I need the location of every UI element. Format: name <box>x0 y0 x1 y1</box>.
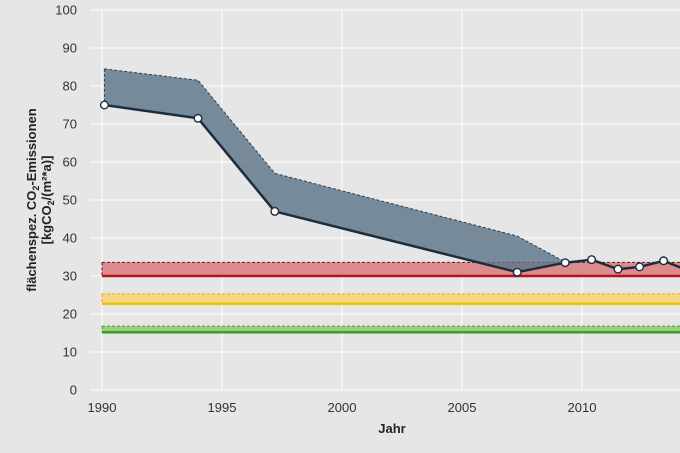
x-tick-label: 1990 <box>88 400 117 415</box>
data-point <box>270 206 280 216</box>
svg-text:flächenspez. CO2-Emissionen: flächenspez. CO2-Emissionen <box>24 108 41 292</box>
y-tick-label: 50 <box>63 193 77 208</box>
y-tick-label: 90 <box>63 41 77 56</box>
svg-text:[kgCO2/(m²*a)]: [kgCO2/(m²*a)] <box>39 156 56 245</box>
y-tick-label: 30 <box>63 269 77 284</box>
x-tick-label: 2005 <box>448 400 477 415</box>
x-tick-labels: 1990 1995 2000 2005 2010 <box>88 400 597 415</box>
data-point <box>635 262 645 272</box>
y-axis-title-line1-sub: 2 <box>31 186 41 191</box>
series-lines <box>104 103 680 274</box>
y-axis-title: flächenspez. CO2-Emissionen [kgCO2/(m²*a… <box>24 108 56 292</box>
measured-line <box>104 103 680 274</box>
x-tick-label: 2010 <box>568 400 597 415</box>
emissions-range-area <box>103 68 571 273</box>
y-tick-label: 10 <box>63 345 77 360</box>
y-axis-title-line1-post: -Emissionen <box>24 108 39 185</box>
x-tick-label: 2000 <box>328 400 357 415</box>
range-area <box>104 68 571 273</box>
y-tick-label: 100 <box>55 3 77 18</box>
reference-bands <box>101 261 680 334</box>
data-point <box>560 258 570 268</box>
y-tick-label: 20 <box>63 307 77 322</box>
band-yellow <box>102 293 680 304</box>
data-point <box>512 267 522 277</box>
data-point <box>613 264 623 274</box>
data-points <box>99 100 669 277</box>
y-tick-label: 40 <box>63 231 77 246</box>
y-axis-title-line1-pre: flächenspez. CO <box>24 191 39 292</box>
y-tick-label: 60 <box>63 155 77 170</box>
data-point <box>659 256 669 266</box>
band-green <box>102 326 680 333</box>
y-axis-title-line2-sub: 2 <box>46 200 56 205</box>
data-point <box>99 100 109 110</box>
data-point <box>193 113 203 123</box>
y-tick-label: 70 <box>63 117 77 132</box>
band-red <box>102 262 680 276</box>
y-axis-title-line2-pre: [kgCO <box>39 205 54 244</box>
x-axis-title: Jahr <box>378 421 405 436</box>
y-axis-title-line2-post: /(m²*a)] <box>39 156 54 201</box>
y-tick-label: 80 <box>63 79 77 94</box>
y-tick-label: 0 <box>70 383 77 398</box>
y-tick-labels: 0 10 20 30 40 50 60 70 80 90 100 <box>55 3 77 398</box>
x-tick-label: 1995 <box>208 400 237 415</box>
data-point <box>587 255 597 265</box>
upper-bound-line <box>104 68 571 266</box>
